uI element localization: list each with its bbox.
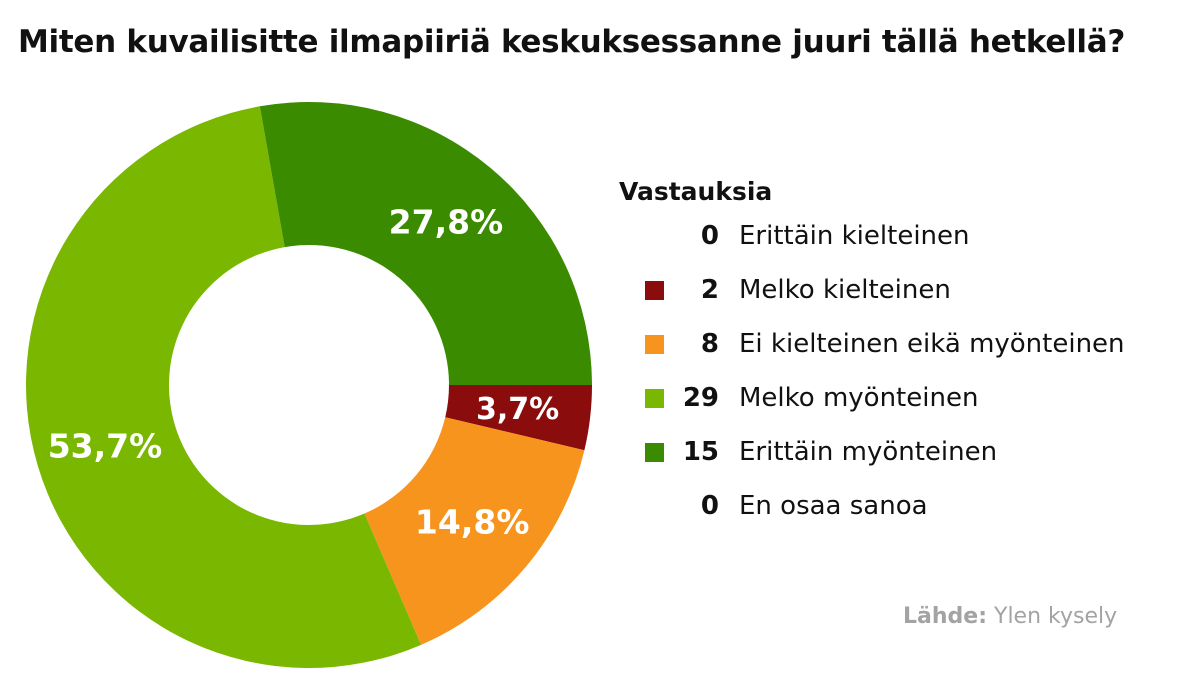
legend-label: Ei kielteinen eikä myönteinen: [739, 329, 1125, 359]
legend-label: Erittäin myönteinen: [739, 437, 998, 467]
donut-slice: [259, 102, 592, 386]
legend-swatch: [645, 226, 664, 246]
source-text: Ylen kysely: [994, 604, 1118, 629]
legend: Vastauksia 0 Erittäin kielteinen 2 Melko…: [619, 175, 1189, 533]
legend-count: 29: [682, 383, 719, 413]
legend-item: 8 Ei kielteinen eikä myönteinen: [619, 317, 1189, 371]
legend-swatch: [645, 280, 664, 300]
legend-label: Melko myönteinen: [739, 383, 979, 413]
source-label: Lähde:: [903, 604, 987, 629]
legend-count: 8: [700, 329, 719, 359]
legend-count: 15: [682, 437, 719, 467]
legend-item: 0 En osaa sanoa: [619, 479, 1189, 533]
legend-item: 0 Erittäin kielteinen: [619, 209, 1189, 263]
slice-label: 3,7%: [476, 392, 559, 427]
slice-label: 27,8%: [389, 202, 504, 241]
source-note: Lähde: Ylen kysely: [903, 604, 1117, 629]
legend-item: 15 Erittäin myönteinen: [619, 425, 1189, 479]
legend-count: 2: [700, 275, 719, 305]
legend-item: 29 Melko myönteinen: [619, 371, 1189, 425]
legend-label: En osaa sanoa: [739, 491, 928, 521]
legend-title: Vastauksia: [619, 177, 773, 206]
slice-label: 53,7%: [48, 427, 163, 466]
legend-swatch: [645, 334, 664, 354]
legend-swatch: [645, 388, 664, 408]
legend-count: 0: [700, 491, 719, 521]
slice-label: 14,8%: [415, 502, 530, 541]
legend-swatch: [645, 442, 664, 462]
donut-slice: [26, 106, 422, 668]
chart-title: Miten kuvailisitte ilmapiiriä keskuksess…: [18, 24, 1126, 60]
legend-swatch: [645, 496, 664, 516]
donut-slice: [364, 417, 585, 645]
legend-item: 2 Melko kielteinen: [619, 263, 1189, 317]
legend-label: Melko kielteinen: [739, 275, 951, 305]
legend-label: Erittäin kielteinen: [739, 221, 970, 251]
donut-slice: [445, 385, 592, 451]
legend-count: 0: [700, 221, 719, 251]
